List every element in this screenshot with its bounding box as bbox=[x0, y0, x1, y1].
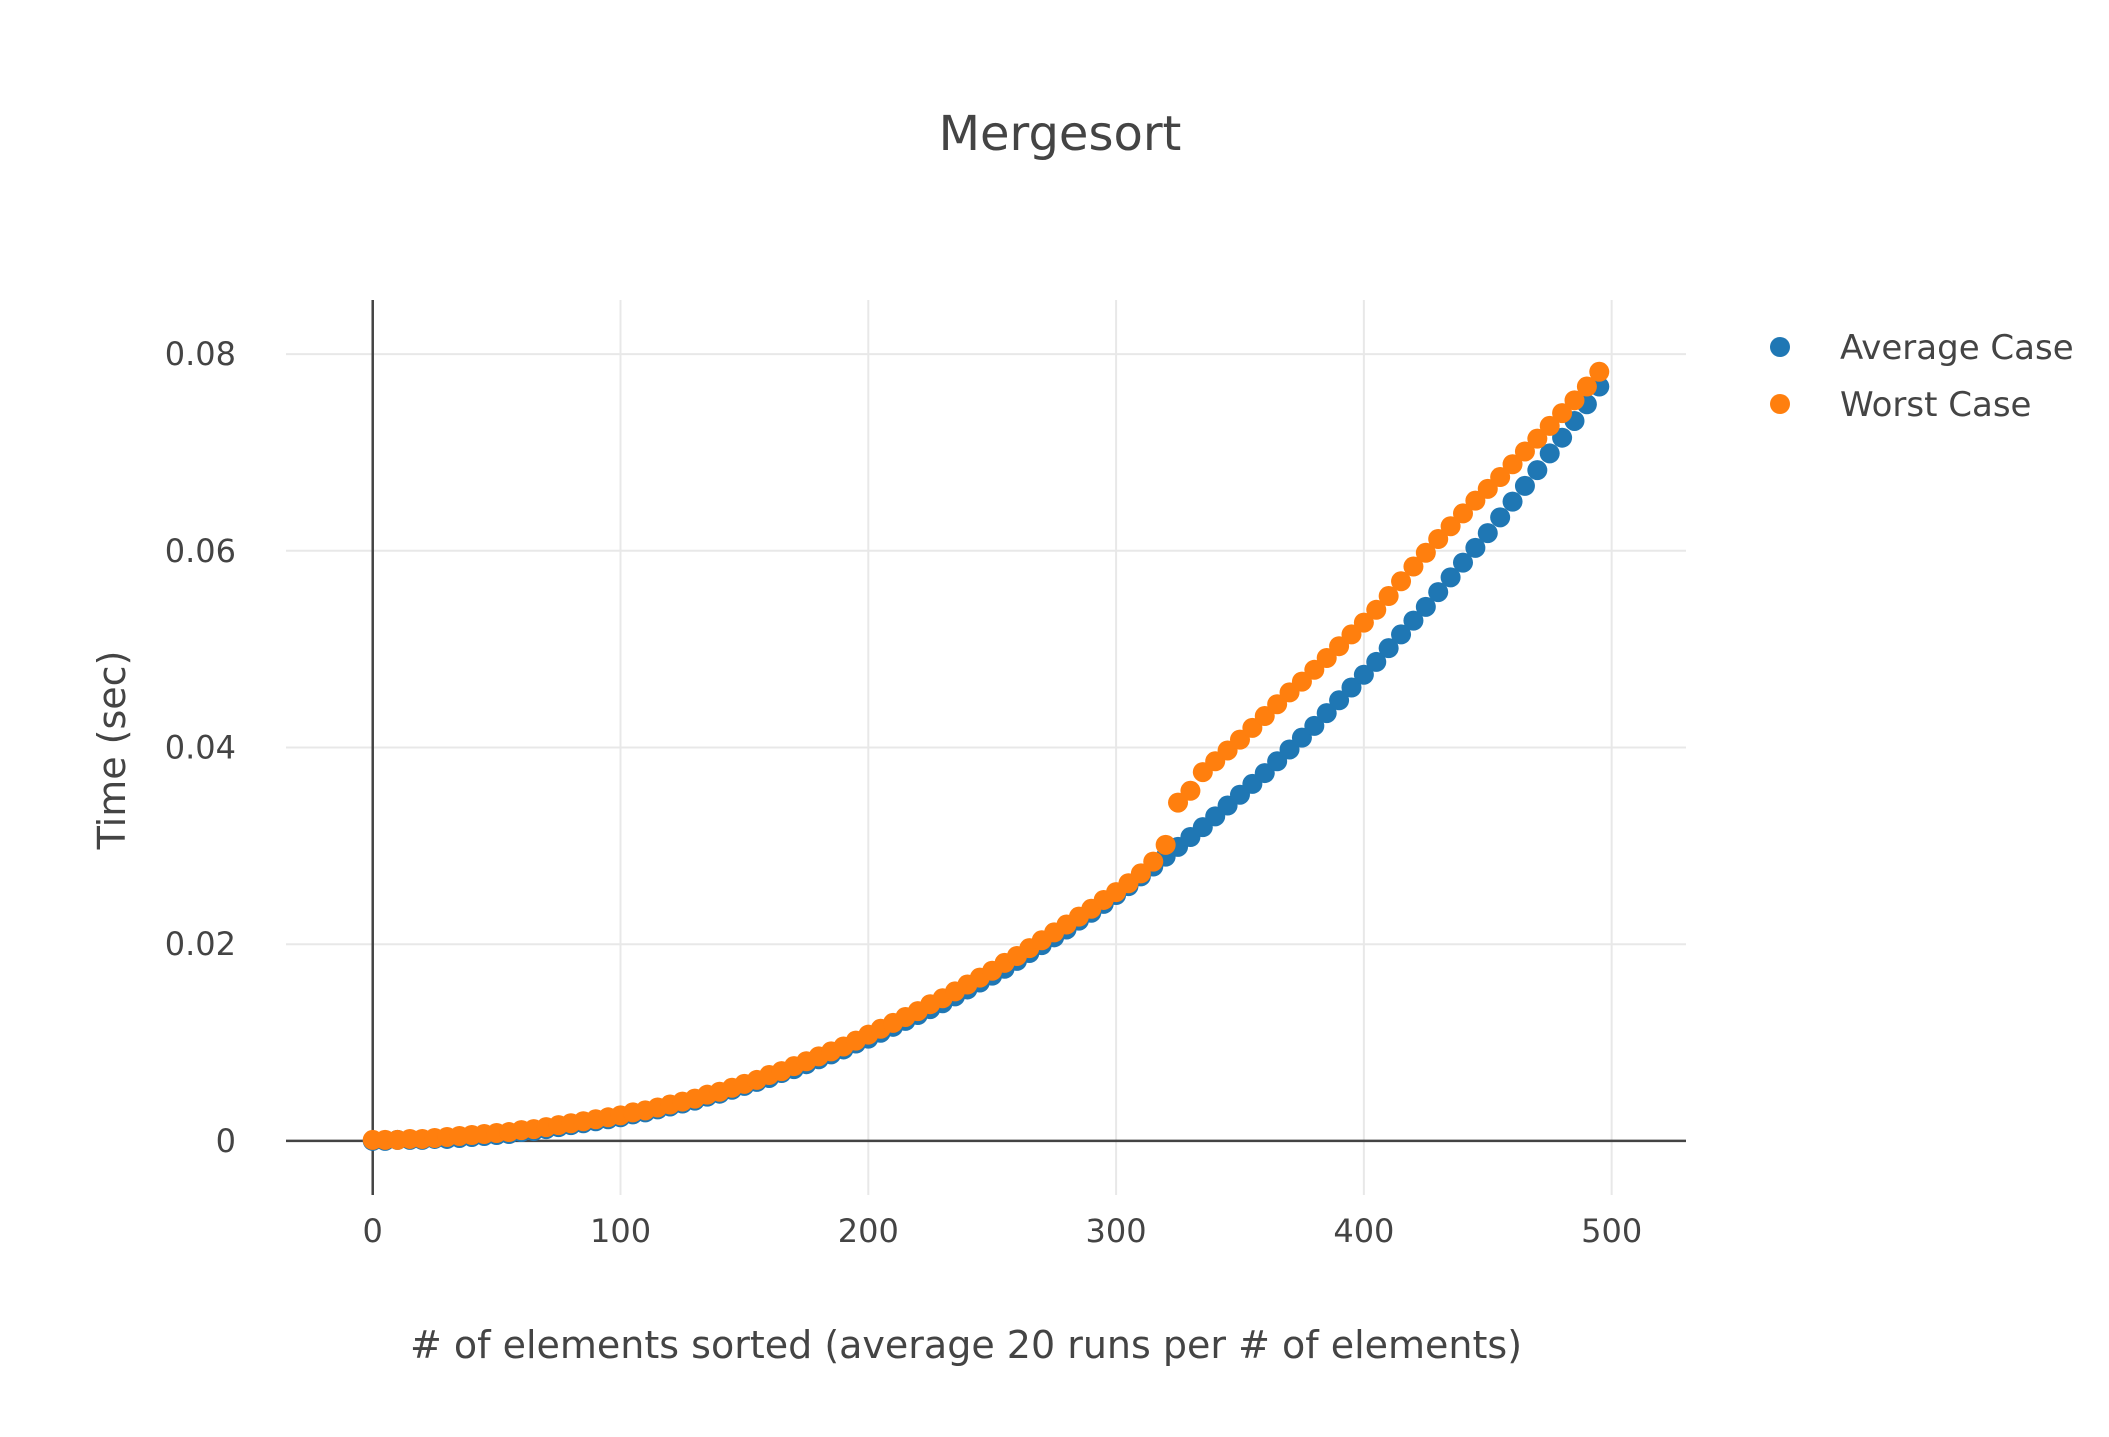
point-average-case[interactable] bbox=[1490, 507, 1511, 528]
point-average-case[interactable] bbox=[1452, 552, 1473, 573]
point-worst-case[interactable] bbox=[1465, 490, 1486, 511]
point-worst-case[interactable] bbox=[1242, 717, 1263, 738]
y-tick-label: 0.04 bbox=[165, 729, 236, 767]
point-worst-case[interactable] bbox=[1267, 694, 1288, 715]
x-tick-label: 0 bbox=[363, 1212, 383, 1250]
point-average-case[interactable] bbox=[1428, 582, 1449, 603]
point-worst-case[interactable] bbox=[1539, 415, 1560, 436]
point-average-case[interactable] bbox=[1415, 596, 1436, 617]
series-worst-case bbox=[362, 361, 1610, 1150]
point-average-case[interactable] bbox=[1465, 537, 1486, 558]
point-average-case[interactable] bbox=[1378, 638, 1399, 659]
x-tick-label: 100 bbox=[590, 1212, 651, 1250]
point-average-case[interactable] bbox=[1329, 690, 1350, 711]
point-average-case[interactable] bbox=[1267, 751, 1288, 772]
point-worst-case[interactable] bbox=[1576, 376, 1597, 397]
point-average-case[interactable] bbox=[1391, 624, 1412, 645]
point-worst-case[interactable] bbox=[1143, 851, 1164, 872]
point-worst-case[interactable] bbox=[1452, 503, 1473, 524]
point-worst-case[interactable] bbox=[1564, 390, 1585, 411]
y-gridlines bbox=[286, 353, 1686, 946]
point-worst-case[interactable] bbox=[1229, 729, 1250, 750]
point-average-case[interactable] bbox=[1341, 677, 1362, 698]
point-average-case[interactable] bbox=[1440, 567, 1461, 588]
point-worst-case[interactable] bbox=[1527, 428, 1548, 449]
chart-title: Mergesort bbox=[939, 106, 1182, 162]
point-worst-case[interactable] bbox=[1378, 586, 1399, 607]
x-axis-title: # of elements sorted (average 20 runs pe… bbox=[410, 1323, 1522, 1367]
point-worst-case[interactable] bbox=[1366, 599, 1387, 620]
point-worst-case[interactable] bbox=[1155, 834, 1176, 855]
point-worst-case[interactable] bbox=[1130, 863, 1151, 884]
y-tick-label: 0.08 bbox=[165, 335, 236, 373]
legend-label-average-case[interactable]: Average Case bbox=[1840, 328, 2074, 368]
point-average-case[interactable] bbox=[1477, 523, 1498, 544]
legend-marker-worst-case[interactable] bbox=[1770, 394, 1790, 414]
point-average-case[interactable] bbox=[1254, 763, 1275, 784]
point-worst-case[interactable] bbox=[1341, 624, 1362, 645]
point-worst-case[interactable] bbox=[1552, 403, 1573, 424]
x-tick-label: 300 bbox=[1086, 1212, 1147, 1250]
y-tick-label: 0.06 bbox=[165, 532, 236, 570]
point-average-case[interactable] bbox=[1353, 664, 1374, 685]
x-tick-label: 200 bbox=[838, 1212, 899, 1250]
point-average-case[interactable] bbox=[1403, 610, 1424, 631]
point-average-case[interactable] bbox=[1316, 703, 1337, 724]
point-worst-case[interactable] bbox=[1304, 659, 1325, 680]
point-average-case[interactable] bbox=[1279, 739, 1300, 760]
y-tick-labels: 0 0.02 0.04 0.06 0.08 bbox=[165, 335, 236, 1160]
point-average-case[interactable] bbox=[1539, 443, 1560, 464]
x-tick-label: 400 bbox=[1333, 1212, 1394, 1250]
point-worst-case[interactable] bbox=[1428, 528, 1449, 549]
point-average-case[interactable] bbox=[1304, 715, 1325, 736]
x-tick-labels: 0 100 200 300 400 500 bbox=[363, 1212, 1643, 1250]
point-worst-case[interactable] bbox=[1353, 612, 1374, 633]
point-worst-case[interactable] bbox=[1514, 441, 1535, 462]
point-worst-case[interactable] bbox=[1391, 571, 1412, 592]
point-average-case[interactable] bbox=[1514, 475, 1535, 496]
y-tick-label: 0 bbox=[216, 1122, 236, 1160]
legend: Average Case Worst Case bbox=[1770, 328, 2074, 425]
point-worst-case[interactable] bbox=[1589, 361, 1610, 382]
point-worst-case[interactable] bbox=[1254, 706, 1275, 727]
point-worst-case[interactable] bbox=[1291, 671, 1312, 692]
point-worst-case[interactable] bbox=[1477, 478, 1498, 499]
point-worst-case[interactable] bbox=[1316, 648, 1337, 668]
point-average-case[interactable] bbox=[1366, 651, 1387, 672]
y-tick-label: 0.02 bbox=[165, 925, 236, 963]
point-worst-case[interactable] bbox=[1168, 792, 1189, 813]
legend-label-worst-case[interactable]: Worst Case bbox=[1840, 385, 2031, 425]
point-worst-case[interactable] bbox=[1490, 467, 1511, 488]
y-axis-title: Time (sec) bbox=[90, 651, 134, 851]
point-worst-case[interactable] bbox=[1403, 556, 1424, 577]
point-average-case[interactable] bbox=[1552, 427, 1573, 448]
x-tick-label: 500 bbox=[1581, 1212, 1642, 1250]
point-average-case[interactable] bbox=[1291, 727, 1312, 748]
legend-marker-average-case[interactable] bbox=[1770, 337, 1790, 357]
point-worst-case[interactable] bbox=[1440, 516, 1461, 537]
point-average-case[interactable] bbox=[1502, 491, 1523, 512]
point-worst-case[interactable] bbox=[1415, 542, 1436, 563]
point-worst-case[interactable] bbox=[1180, 780, 1201, 801]
point-worst-case[interactable] bbox=[1329, 636, 1350, 657]
point-worst-case[interactable] bbox=[1502, 454, 1523, 475]
point-average-case[interactable] bbox=[1527, 460, 1548, 481]
